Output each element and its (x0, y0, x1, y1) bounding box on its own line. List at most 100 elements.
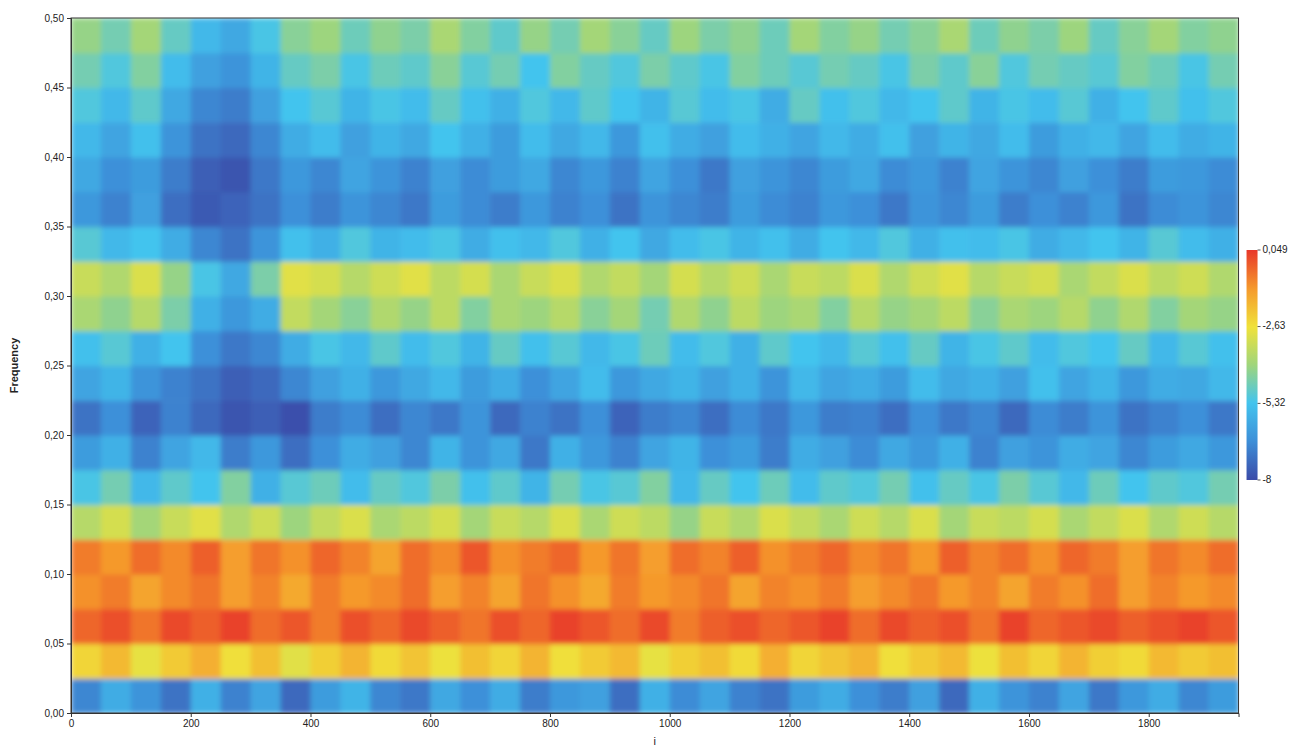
heat-cell (101, 18, 132, 53)
heat-cell (610, 400, 641, 435)
heat-cell (730, 192, 761, 227)
x-tick-mark (430, 713, 431, 717)
heat-cell (1149, 609, 1180, 644)
heat-cell (460, 505, 491, 540)
heat-cell (370, 539, 401, 574)
heat-cell (191, 88, 222, 123)
heat-cell (1119, 157, 1150, 192)
heat-cell (101, 192, 132, 227)
heat-cell (340, 539, 371, 574)
heat-cell (700, 122, 731, 157)
heat-cell (1179, 53, 1210, 88)
heat-cell (191, 227, 222, 262)
heat-cell (161, 644, 192, 679)
heat-cell (580, 192, 611, 227)
heat-cell (1059, 227, 1090, 262)
heat-cell (310, 227, 341, 262)
heat-cell (819, 539, 850, 574)
heat-cell (730, 505, 761, 540)
heat-cell (700, 227, 731, 262)
heat-cell (430, 227, 461, 262)
x-tick: 800 (542, 713, 559, 729)
heat-cell (71, 192, 102, 227)
heat-cell (460, 157, 491, 192)
heat-cell (1209, 574, 1239, 609)
heat-cell (520, 574, 551, 609)
heat-cell (1029, 53, 1060, 88)
heat-cell (730, 644, 761, 679)
heat-cell (969, 678, 1000, 713)
heat-cell (1119, 644, 1150, 679)
heat-cell (1029, 227, 1060, 262)
heat-cell (700, 331, 731, 366)
heat-cell (730, 18, 761, 53)
heat-cell (1209, 88, 1239, 123)
heat-cell (969, 435, 1000, 470)
heat-cell (640, 400, 671, 435)
heat-cell (909, 505, 940, 540)
heat-cell (1089, 88, 1120, 123)
heat-cell (849, 18, 880, 53)
heat-cell (760, 366, 791, 401)
heat-cell (610, 435, 641, 470)
heat-cell (789, 470, 820, 505)
heat-cell (251, 400, 282, 435)
heat-cell (969, 400, 1000, 435)
heat-cell (251, 192, 282, 227)
y-tick-mark (67, 296, 71, 297)
heat-cell (1149, 53, 1180, 88)
heat-cell (580, 400, 611, 435)
plot-area (71, 18, 1239, 713)
heat-cell (1149, 88, 1180, 123)
heat-cell (71, 53, 102, 88)
heat-cell (1179, 678, 1210, 713)
heat-cell (580, 435, 611, 470)
heat-cell (490, 366, 521, 401)
heat-cell (939, 505, 970, 540)
heat-cell (640, 644, 671, 679)
heat-cell (1179, 18, 1210, 53)
heat-cell (819, 505, 850, 540)
heat-cell (71, 261, 102, 296)
heat-cell (789, 157, 820, 192)
heat-cell (520, 18, 551, 53)
y-axis-title: Frequency (8, 337, 20, 394)
heat-cell (1209, 505, 1239, 540)
heat-cell (700, 574, 731, 609)
heat-cell (969, 53, 1000, 88)
heat-cell (1119, 400, 1150, 435)
heat-cell (251, 88, 282, 123)
heat-cell (281, 366, 312, 401)
heat-cell (819, 261, 850, 296)
heat-cell (161, 227, 192, 262)
heat-cell (281, 157, 312, 192)
heat-cell (340, 18, 371, 53)
heat-cell (610, 644, 641, 679)
heat-cell (251, 331, 282, 366)
heat-cell (640, 539, 671, 574)
heat-cell (760, 53, 791, 88)
heat-cell (610, 678, 641, 713)
heat-cell (640, 261, 671, 296)
heat-cell (370, 122, 401, 157)
heat-cell (730, 470, 761, 505)
x-tick-label: 0 (69, 718, 75, 729)
heat-cell (460, 18, 491, 53)
heat-cell (221, 470, 252, 505)
heat-cell (520, 539, 551, 574)
heat-cell (999, 157, 1030, 192)
heat-cell (1059, 609, 1090, 644)
heat-cell (1179, 88, 1210, 123)
heat-cell (430, 53, 461, 88)
heat-cell (1059, 296, 1090, 331)
heat-cell (221, 366, 252, 401)
heat-cell (490, 122, 521, 157)
heat-cell (460, 366, 491, 401)
heat-cell (71, 227, 102, 262)
heat-cell (131, 539, 162, 574)
heat-cell (221, 261, 252, 296)
heat-cell (221, 88, 252, 123)
heat-cell (1089, 192, 1120, 227)
heat-cell (370, 400, 401, 435)
heat-cell (879, 53, 910, 88)
